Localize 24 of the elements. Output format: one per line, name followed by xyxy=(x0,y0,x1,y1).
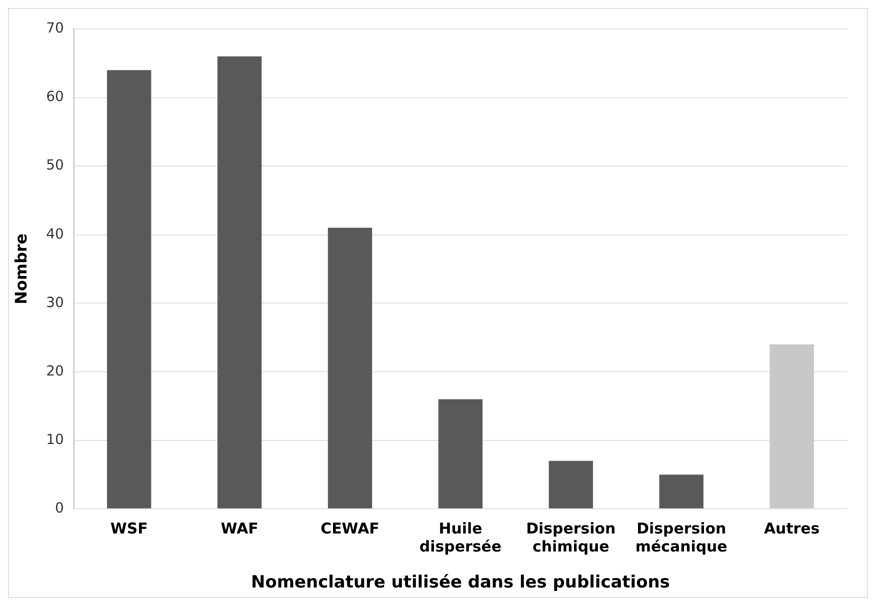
y-tick-label: 60 xyxy=(46,89,64,106)
bar xyxy=(107,70,152,508)
bar xyxy=(217,56,262,508)
y-tick-label: 30 xyxy=(46,294,64,311)
bar xyxy=(770,344,814,508)
y-tick-label: 70 xyxy=(46,20,64,37)
bar xyxy=(659,474,704,508)
y-tick-label: 0 xyxy=(55,500,64,517)
x-tick-label: Dispersion mécanique xyxy=(635,520,728,556)
x-tick-label: Huile dispersée xyxy=(419,520,502,556)
y-tick-label: 20 xyxy=(46,363,64,380)
bar xyxy=(438,399,483,508)
y-tick-label: 50 xyxy=(46,158,64,174)
bar xyxy=(548,460,593,508)
x-tick-label: CEWAF xyxy=(320,520,380,538)
y-axis-title: Nombre xyxy=(12,233,31,304)
x-tick-label: Dispersion chimique xyxy=(526,520,616,556)
x-axis-title: Nomenclature utilisée dans les publications xyxy=(251,571,670,592)
bar xyxy=(328,228,372,508)
y-tick-label: 40 xyxy=(46,226,64,242)
y-tick-label: 10 xyxy=(46,432,64,448)
x-tick-label: WSF xyxy=(110,520,148,538)
x-tick-label: WAF xyxy=(220,520,258,538)
x-tick-label: Autres xyxy=(764,520,820,538)
